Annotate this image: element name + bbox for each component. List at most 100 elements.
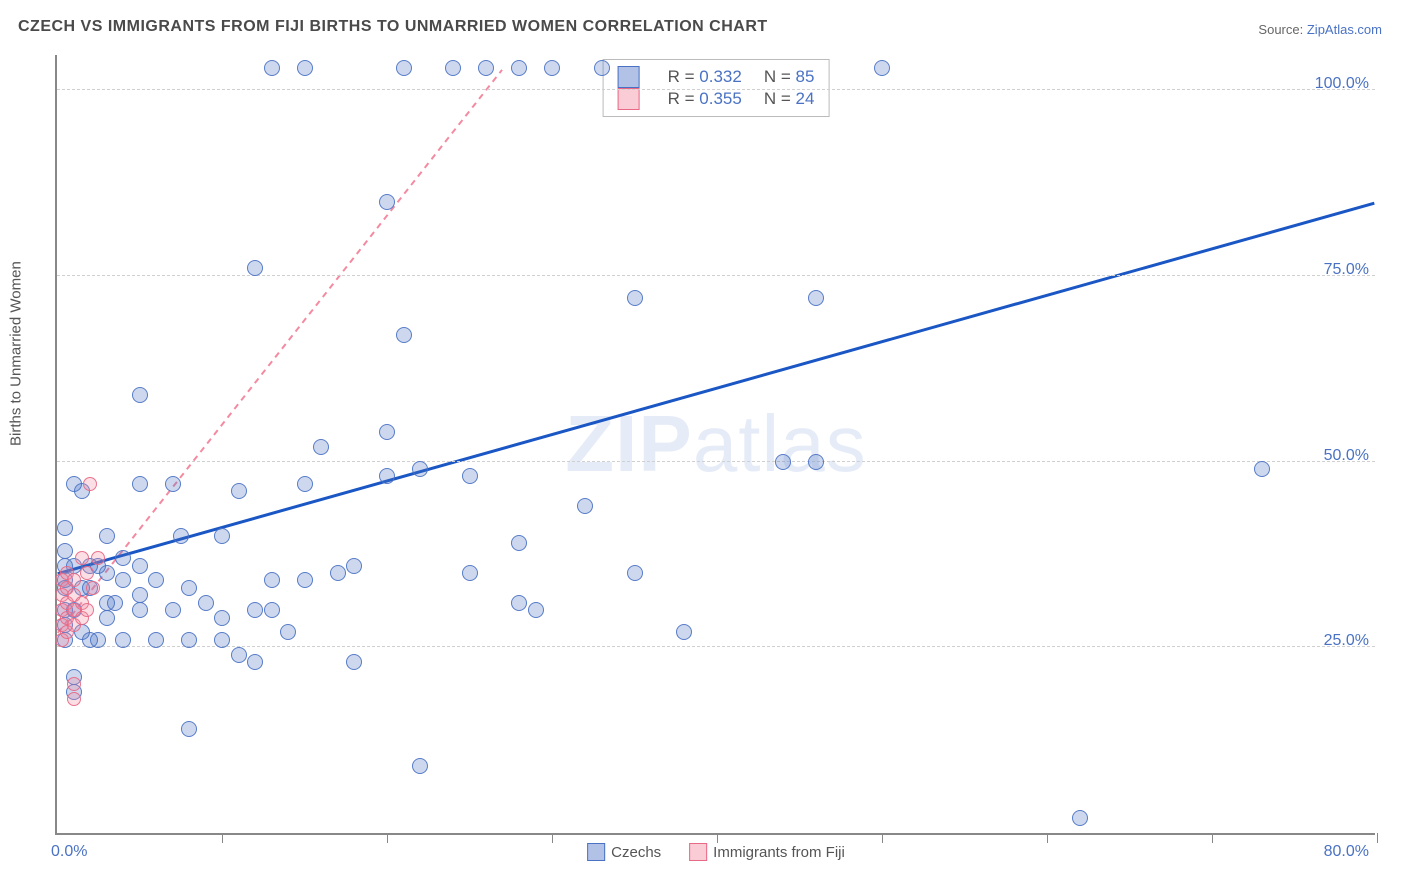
- data-point: [181, 580, 197, 596]
- gridline: [57, 89, 1375, 90]
- data-point: [594, 60, 610, 76]
- data-point: [264, 602, 280, 618]
- y-axis-label: Births to Unmarried Women: [8, 261, 25, 446]
- data-point: [379, 424, 395, 440]
- data-point: [808, 454, 824, 470]
- data-point: [231, 483, 247, 499]
- data-point: [181, 632, 197, 648]
- data-point: [165, 476, 181, 492]
- data-point: [173, 528, 189, 544]
- data-point: [132, 602, 148, 618]
- data-point: [379, 194, 395, 210]
- data-point: [808, 290, 824, 306]
- data-point: [99, 528, 115, 544]
- data-point: [148, 572, 164, 588]
- data-point: [676, 624, 692, 640]
- data-point: [132, 476, 148, 492]
- data-point: [80, 603, 94, 617]
- data-point: [80, 566, 94, 580]
- data-point: [214, 632, 230, 648]
- x-tick: [552, 833, 553, 843]
- x-axis-min-label: 0.0%: [51, 843, 87, 861]
- data-point: [280, 624, 296, 640]
- legend-swatch-fiji: [618, 88, 640, 110]
- data-point: [577, 498, 593, 514]
- data-point: [86, 581, 100, 595]
- source-attribution: Source: ZipAtlas.com: [1258, 22, 1382, 37]
- correlation-legend: R = 0.332 N = 85 R = 0.355 N = 24: [603, 59, 830, 117]
- data-point: [297, 572, 313, 588]
- data-point: [297, 476, 313, 492]
- data-point: [379, 468, 395, 484]
- trend-line: [58, 203, 1375, 573]
- data-point: [412, 461, 428, 477]
- scatter-plot: ZIPatlas R = 0.332 N = 85 R = 0.355 N = …: [55, 55, 1375, 835]
- gridline: [57, 646, 1375, 647]
- y-tick-label: 75.0%: [1324, 261, 1369, 279]
- y-tick-label: 50.0%: [1324, 447, 1369, 465]
- data-point: [511, 595, 527, 611]
- data-point: [67, 573, 81, 587]
- legend-label-fiji: Immigrants from Fiji: [713, 844, 845, 861]
- data-point: [148, 632, 164, 648]
- n-value-czechs: 85: [795, 67, 814, 86]
- data-point: [91, 551, 105, 565]
- legend-label-czechs: Czechs: [611, 844, 661, 861]
- data-point: [75, 551, 89, 565]
- data-point: [132, 387, 148, 403]
- data-point: [313, 439, 329, 455]
- trend-line: [58, 70, 502, 633]
- data-point: [67, 692, 81, 706]
- data-point: [67, 677, 81, 691]
- data-point: [264, 572, 280, 588]
- data-point: [165, 602, 181, 618]
- data-point: [214, 610, 230, 626]
- data-point: [297, 60, 313, 76]
- data-point: [99, 610, 115, 626]
- data-point: [511, 535, 527, 551]
- data-point: [115, 550, 131, 566]
- r-label: R =: [668, 89, 695, 108]
- data-point: [396, 60, 412, 76]
- legend-swatch-fiji: [689, 843, 707, 861]
- n-value-fiji: 24: [795, 89, 814, 108]
- data-point: [115, 632, 131, 648]
- data-point: [462, 468, 478, 484]
- source-link[interactable]: ZipAtlas.com: [1307, 22, 1382, 37]
- n-label: N =: [764, 89, 791, 108]
- data-point: [462, 565, 478, 581]
- data-point: [330, 565, 346, 581]
- chart-title: CZECH VS IMMIGRANTS FROM FIJI BIRTHS TO …: [18, 18, 768, 36]
- x-axis-max-label: 80.0%: [1324, 843, 1369, 861]
- data-point: [107, 595, 123, 611]
- data-point: [99, 565, 115, 581]
- data-point: [198, 595, 214, 611]
- x-tick: [717, 833, 718, 843]
- x-tick: [222, 833, 223, 843]
- r-value-fiji: 0.355: [699, 89, 742, 108]
- legend-swatch-czechs: [618, 66, 640, 88]
- y-tick-label: 100.0%: [1315, 75, 1369, 93]
- data-point: [627, 290, 643, 306]
- n-label: N =: [764, 67, 791, 86]
- data-point: [874, 60, 890, 76]
- source-label: Source:: [1258, 22, 1303, 37]
- data-point: [247, 654, 263, 670]
- data-point: [346, 558, 362, 574]
- y-tick-label: 25.0%: [1324, 632, 1369, 650]
- data-point: [132, 558, 148, 574]
- data-point: [1072, 810, 1088, 826]
- data-point: [1254, 461, 1270, 477]
- data-point: [511, 60, 527, 76]
- data-point: [247, 260, 263, 276]
- x-tick: [387, 833, 388, 843]
- r-value-czechs: 0.332: [699, 67, 742, 86]
- data-point: [775, 454, 791, 470]
- data-point: [57, 543, 73, 559]
- data-point: [181, 721, 197, 737]
- x-tick: [1212, 833, 1213, 843]
- data-point: [396, 327, 412, 343]
- data-point: [247, 602, 263, 618]
- data-point: [57, 520, 73, 536]
- x-tick: [1377, 833, 1378, 843]
